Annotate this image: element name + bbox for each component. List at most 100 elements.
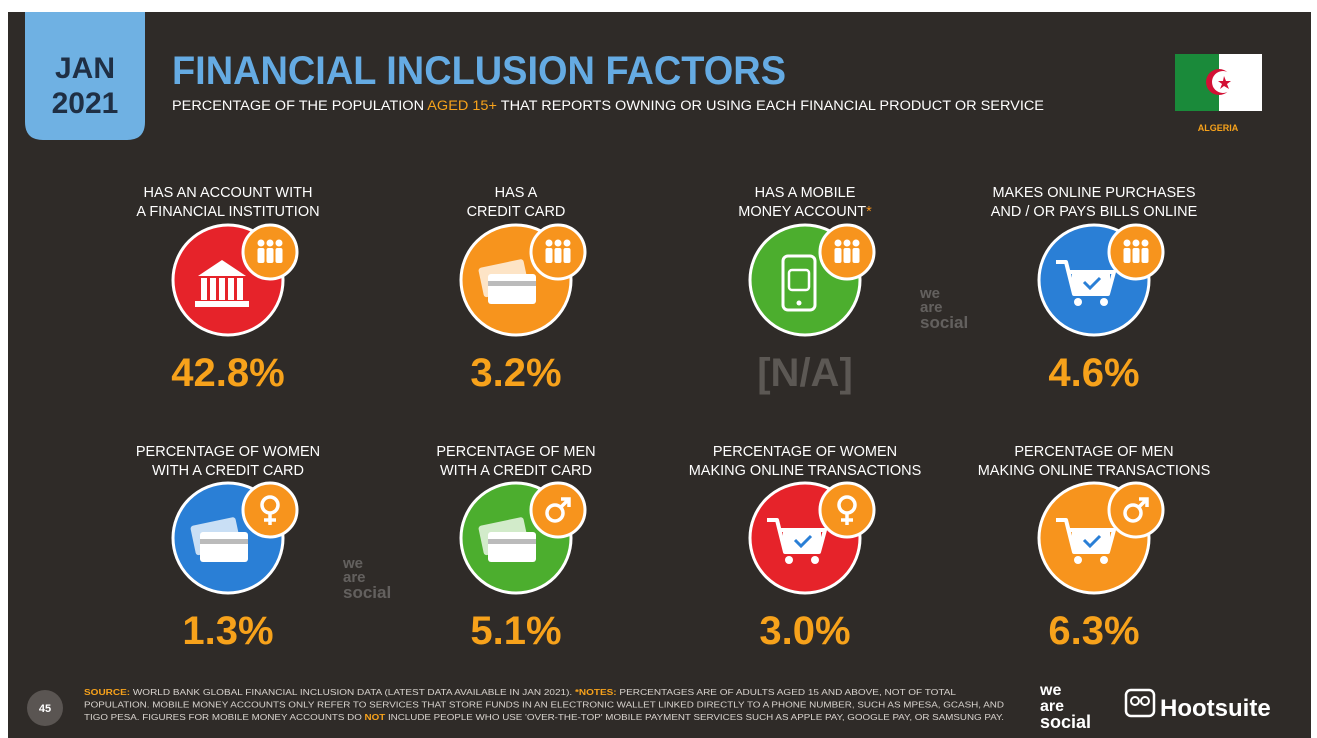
- card-label: HAS A MOBILE: [755, 185, 856, 201]
- card-label-text: A FINANCIAL INSTITUTION: [136, 204, 319, 220]
- card-label: PERCENTAGE OF MEN: [1014, 444, 1173, 460]
- badge-icon: [1123, 503, 1143, 523]
- badge-icon: [1123, 239, 1131, 247]
- icon: [201, 278, 207, 300]
- icon: [1056, 260, 1116, 296]
- card-label-text: MAKING ONLINE TRANSACTIONS: [689, 463, 922, 479]
- icon: [783, 532, 821, 550]
- card: PERCENTAGE OF MEN MAKING ONLINE TRANSACTI…: [978, 444, 1211, 653]
- footnote-text: PERCENTAGES ARE OF ADULTS AGED 15 AND AB…: [617, 687, 957, 697]
- footnote-line: POPULATION. MOBILE MONEY ACCOUNTS ONLY R…: [84, 700, 1004, 710]
- card-label: PERCENTAGE OF WOMEN: [713, 444, 897, 460]
- watermark-text: social: [343, 583, 391, 602]
- footnote-highlight: *NOTES:: [575, 687, 617, 697]
- card-value: 42.8%: [171, 351, 284, 395]
- flag: [1175, 54, 1262, 111]
- card-value: 6.3%: [1048, 609, 1139, 653]
- month: JAN: [55, 52, 115, 85]
- year: 2021: [52, 87, 119, 120]
- card-label-text: WITH A CREDIT CARD: [440, 463, 592, 479]
- badge-icon: [563, 239, 571, 247]
- icon: [787, 268, 811, 292]
- icon: [198, 260, 246, 276]
- subtitle: PERCENTAGE OF THE POPULATION AGED 15+ TH…: [172, 98, 1044, 113]
- footnote-highlight: SOURCE:: [84, 687, 130, 697]
- footer: SOURCE: WORLD BANK GLOBAL FINANCIAL INCL…: [84, 687, 1004, 722]
- badge-icon: [843, 248, 851, 263]
- card-label-text: HAS AN ACCOUNT WITH: [144, 185, 313, 201]
- watermark-text: social: [920, 313, 968, 332]
- footnote-text: TIGO PESA. FIGURES FOR MOBILE MONEY ACCO…: [84, 712, 365, 722]
- badge-icon: [1132, 239, 1140, 247]
- icon: [793, 534, 813, 549]
- card-value: 1.3%: [182, 609, 273, 653]
- badge-icon: [545, 248, 553, 263]
- icon: [1072, 274, 1110, 292]
- card: PERCENTAGE OF WOMEN MAKING ONLINE TRANSAC…: [689, 444, 922, 653]
- background: [8, 12, 1311, 738]
- hootsuite-logo: Hootsuite: [1124, 688, 1271, 722]
- icon: [210, 278, 216, 300]
- card-label: MAKES ONLINE PURCHASES: [992, 185, 1195, 201]
- icon: [1082, 276, 1102, 291]
- card-value: 3.0%: [759, 609, 850, 653]
- badge-icon: [1141, 239, 1149, 247]
- card-label-text: HAS A: [495, 185, 538, 201]
- badge-icon: [257, 248, 265, 263]
- badge-icon: [1141, 248, 1149, 263]
- icon: [781, 254, 817, 312]
- badge-icon: [275, 239, 283, 247]
- badge-icon: [843, 239, 851, 247]
- subtitle-highlight: AGED 15+: [427, 98, 497, 113]
- card-value: 3.2%: [470, 351, 561, 395]
- icon: [1100, 298, 1108, 306]
- footnote-line: SOURCE: WORLD BANK GLOBAL FINANCIAL INCL…: [84, 687, 956, 697]
- card-label-text: WITH A CREDIT CARD: [152, 463, 304, 479]
- badge-icon: [852, 248, 860, 263]
- card-label: WITH A CREDIT CARD: [440, 463, 592, 479]
- card-label-text: PERCENTAGE OF WOMEN: [713, 444, 897, 460]
- icon: [796, 300, 802, 306]
- subtitle-part: PERCENTAGE OF THE POPULATION: [172, 98, 427, 113]
- brand-text: social: [1040, 712, 1091, 732]
- title: FINANCIAL INCLUSION FACTORS: [172, 49, 786, 93]
- card-label: WITH A CREDIT CARD: [152, 463, 304, 479]
- icon: [195, 301, 249, 307]
- badge-icon: [841, 513, 853, 525]
- badge-icon: [1132, 248, 1140, 263]
- card-label: PERCENTAGE OF WOMEN: [136, 444, 320, 460]
- page-badge: [27, 690, 63, 726]
- card-label-text: MAKES ONLINE PURCHASES: [992, 185, 1195, 201]
- we-are-social-logo: we are social: [1039, 682, 1091, 732]
- card-value: 4.6%: [1048, 351, 1139, 395]
- watermark-text: we: [919, 285, 940, 302]
- card-value: 5.1%: [470, 609, 561, 653]
- brand-text: Hootsuite: [1160, 695, 1271, 722]
- card-label-text: AND / OR PAYS BILLS ONLINE: [991, 204, 1198, 220]
- icon: [488, 281, 536, 286]
- badge-icon: [545, 503, 565, 523]
- card-label-text: MAKING ONLINE TRANSACTIONS: [978, 463, 1211, 479]
- footnote-text: POPULATION. MOBILE MONEY ACCOUNTS ONLY R…: [84, 700, 1004, 710]
- card-label-text: PERCENTAGE OF MEN: [1014, 444, 1173, 460]
- watermark-text: we: [342, 555, 363, 572]
- card-label: HAS A: [495, 185, 538, 201]
- card-label-marker: *: [866, 204, 872, 220]
- card-label-text: HAS A MOBILE: [755, 185, 856, 201]
- badge-icon: [834, 248, 842, 263]
- badge-icon: [264, 513, 276, 525]
- badge-icon: [545, 239, 553, 247]
- subtitle-part: THAT REPORTS OWNING OR USING EACH FINANC…: [497, 98, 1044, 113]
- icon: [1072, 532, 1110, 550]
- badge-icon: [852, 239, 860, 247]
- card: HAS AN ACCOUNT WITH A FINANCIAL INSTITUTI…: [136, 185, 319, 395]
- watermark: we are social we are social: [342, 285, 968, 602]
- card-label: CREDIT CARD: [467, 204, 566, 220]
- card-label: HAS AN ACCOUNT WITH: [144, 185, 313, 201]
- icon: [767, 518, 827, 554]
- icon: [1074, 298, 1082, 306]
- country: ALGERIA: [1198, 123, 1239, 133]
- card: PERCENTAGE OF MEN WITH A CREDIT CARD 5.1%: [436, 444, 595, 653]
- icon: [785, 556, 793, 564]
- page-number: 45: [39, 703, 51, 715]
